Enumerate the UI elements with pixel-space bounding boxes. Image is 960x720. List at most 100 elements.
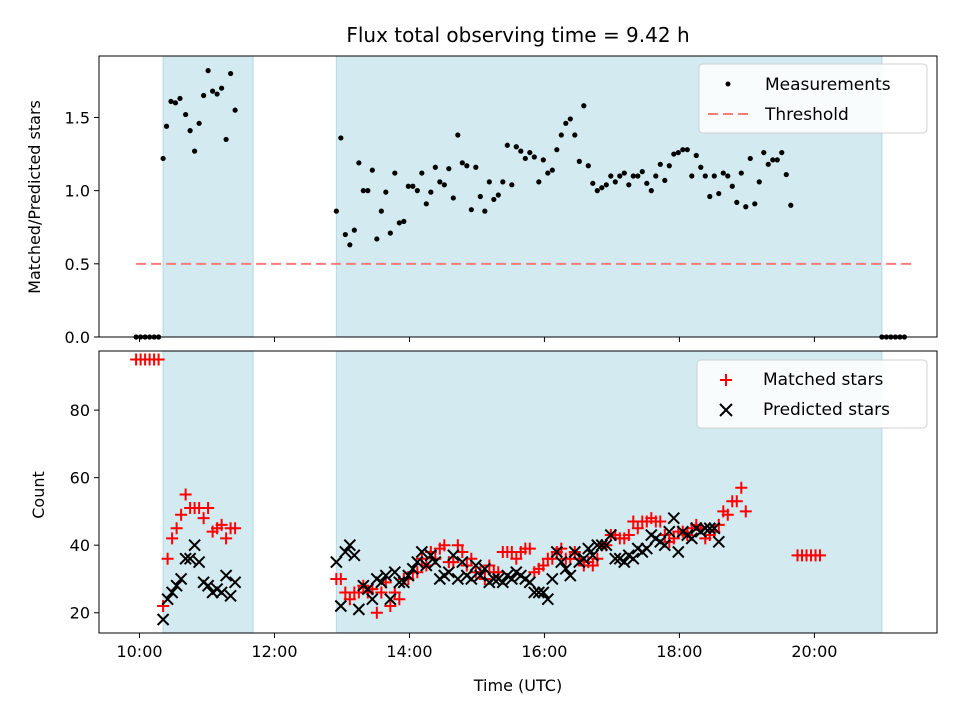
matched-star-point (343, 593, 356, 606)
measurement-point (405, 183, 411, 189)
measurement-point (437, 179, 443, 185)
measurement-point (464, 163, 470, 169)
measurement-point (183, 111, 189, 118)
matched-star-point (622, 529, 635, 542)
predicted-star-point (201, 579, 215, 592)
measurement-point (653, 173, 659, 179)
measurement-point (414, 188, 420, 194)
matched-star-point (179, 488, 192, 501)
measurement-point (545, 170, 551, 176)
measurement-point (783, 171, 789, 178)
measurement-point (201, 92, 207, 99)
matched-star-point (546, 552, 559, 565)
measurement-point (585, 163, 591, 169)
measurement-point (419, 170, 425, 176)
matched-star-point (197, 512, 210, 525)
matched-star-point (814, 549, 827, 562)
bottom-y-axis-label: Count (29, 471, 48, 519)
predicted-star-point (591, 538, 604, 552)
measurement-point (536, 179, 542, 185)
measurement-point (554, 147, 560, 153)
predicted-star-point (170, 579, 183, 592)
x-tick-label: 18:00 (656, 642, 702, 661)
predicted-star-point (604, 528, 618, 542)
matched-star-point (667, 532, 680, 545)
measurement-point (509, 182, 515, 188)
matched-star-point (735, 481, 748, 494)
measurement-point (657, 161, 663, 167)
predicted-star-point (192, 555, 206, 569)
measurement-point (491, 196, 497, 203)
y-tick-label: 1.5 (65, 108, 90, 127)
matched-star-point (456, 545, 469, 558)
measurement-point (392, 170, 398, 176)
top-legend: Measurements Threshold (698, 63, 928, 134)
measurement-point (608, 173, 614, 179)
measurement-point (680, 147, 686, 153)
predicted-star-point (161, 593, 174, 606)
measurement-point (752, 201, 758, 207)
predicted-star-point (577, 552, 591, 565)
measurement-point (351, 227, 357, 233)
measurement-point (168, 98, 174, 104)
predicted-star-point (487, 572, 501, 586)
measurement-point (707, 193, 713, 200)
y-tick-label: 0.5 (65, 255, 90, 274)
measurement-point (428, 189, 434, 195)
measurement-point (725, 173, 731, 179)
measurement-point (374, 236, 380, 242)
measurement-point (729, 183, 735, 189)
matched-star-point (721, 508, 734, 521)
x-tick-label: 20:00 (791, 642, 837, 661)
observing-window (162, 351, 254, 633)
measurement-point (342, 231, 348, 238)
bottom-legend-box (696, 359, 928, 429)
measurement-point (788, 202, 794, 208)
measurement-point (432, 164, 438, 170)
measurement-point (522, 155, 528, 162)
measurement-point (160, 155, 166, 162)
measurement-point (232, 107, 238, 113)
measurement-point (738, 170, 744, 176)
predicted-star-point (712, 535, 725, 549)
measurement-point (567, 116, 573, 122)
predicted-star-point (456, 555, 469, 569)
predicted-star-point (429, 555, 442, 569)
predicted-star-point (555, 555, 568, 569)
measurement-point (513, 144, 519, 150)
measurement-point (590, 180, 596, 186)
legend-matched-label: Matched stars (763, 370, 883, 390)
predicted-star-point (627, 552, 640, 565)
measurement-point (482, 208, 488, 214)
measurement-point (459, 160, 465, 166)
matched-star-point (654, 515, 667, 528)
predicted-star-point (424, 549, 438, 562)
matched-star-point (161, 552, 174, 565)
measurement-point (423, 201, 429, 207)
predicted-star-point (609, 552, 622, 565)
measurement-point (468, 207, 474, 213)
predicted-star-point (375, 576, 388, 589)
predicted-star-point (640, 542, 654, 555)
legend-matched-marker (720, 374, 732, 386)
measurement-point (527, 149, 533, 156)
predicted-star-point (447, 549, 460, 562)
measurement-point (338, 135, 344, 141)
matched-star-point (215, 518, 228, 531)
predicted-star-point (496, 576, 510, 589)
predicted-star-point (568, 545, 582, 559)
measurement-point (214, 91, 220, 97)
chart-title: Flux total observing time = 9.42 h (346, 23, 689, 47)
predicted-star-point (618, 555, 631, 569)
measurement-point (387, 230, 393, 236)
top-y-axis-label: Matched/Predicted stars (25, 100, 44, 294)
top-x-ticks (138, 337, 815, 342)
predicted-star-point (550, 545, 564, 559)
measurement-point (594, 188, 600, 194)
matched-star-point (739, 505, 752, 518)
measurement-point (177, 95, 183, 102)
measurement-point (684, 147, 690, 153)
observing-window (162, 56, 254, 337)
predicted-star-point (667, 511, 680, 525)
